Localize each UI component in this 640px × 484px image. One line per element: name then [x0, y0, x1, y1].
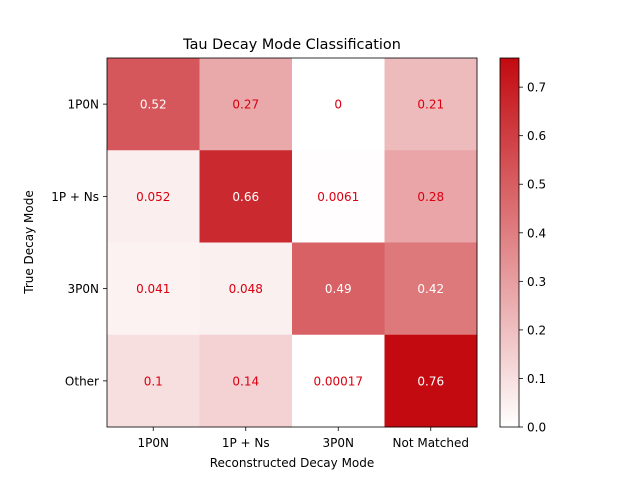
x-tick-label: 1P + Ns — [222, 436, 270, 450]
x-tick-label: Not Matched — [393, 436, 469, 450]
chart-title: Tau Decay Mode Classification — [182, 37, 401, 53]
heatmap-cell — [292, 58, 385, 151]
colorbar-tick-label: 0.4 — [527, 226, 546, 240]
colorbar-ticks: 0.0 0.1 0.2 0.3 0.4 0.5 0.6 0.7 — [519, 81, 546, 435]
x-tick-label: 1P0N — [138, 436, 169, 450]
heatmap-cell — [199, 242, 293, 336]
colorbar-tick-label: 0.3 — [527, 275, 546, 289]
colorbar — [499, 57, 520, 428]
heatmap-cell-labels: 0.52 0.27 0 0.21 0.052 0.66 0.0061 0.28 0.041 0.0… — [136, 98, 444, 389]
colorbar-tick-label: 0.6 — [527, 129, 546, 143]
heatmap-cell — [199, 150, 293, 243]
cell-value-label: 0.21 — [417, 98, 444, 112]
heatmap-cell — [292, 242, 385, 336]
heatmap-cell — [107, 150, 200, 243]
x-axis-label: Reconstructed Decay Mode — [210, 456, 375, 470]
heatmap-cells — [107, 58, 478, 428]
heatmap-cell — [292, 150, 385, 243]
heatmap-cell — [384, 58, 478, 151]
cell-value-label: 0.52 — [140, 98, 167, 112]
colorbar-tick-label: 0.1 — [527, 372, 546, 386]
y-axis-label: True Decay Mode — [22, 190, 36, 295]
heatmap-cell — [107, 334, 200, 428]
heatmap-cell — [199, 334, 293, 428]
heatmap-cell — [384, 334, 478, 428]
y-tick-label: 1P0N — [68, 98, 99, 112]
colorbar-tick-label: 0.7 — [527, 81, 546, 95]
plot-frame — [106, 57, 478, 428]
y-tick-label: Other — [65, 374, 99, 388]
heatmap-cell — [384, 150, 478, 243]
heatmap-cell — [107, 58, 200, 151]
x-tick-label: 3P0N — [323, 436, 354, 450]
cell-value-label: 0.052 — [136, 190, 170, 204]
heatmap-cell — [292, 334, 385, 428]
cell-value-label: 0.28 — [417, 190, 444, 204]
cell-value-label: 0.49 — [325, 282, 352, 296]
cell-value-label: 0.42 — [417, 282, 444, 296]
cell-value-label: 0 — [334, 98, 342, 112]
cell-value-label: 0.14 — [232, 374, 259, 388]
cell-value-label: 0.00017 — [313, 374, 363, 388]
colorbar-tick-label: 0.5 — [527, 178, 546, 192]
heatmap-cell — [384, 242, 478, 336]
x-axis-ticks: 1P0N 1P + Ns 3P0N Not Matched — [138, 427, 469, 450]
cell-value-label: 0.27 — [232, 98, 259, 112]
cell-value-label: 0.66 — [232, 190, 259, 204]
cell-value-label: 0.0061 — [317, 190, 359, 204]
heatmap-cell — [199, 58, 293, 151]
colorbar-tick-label: 0.2 — [527, 323, 546, 337]
y-tick-label: 3P0N — [68, 282, 99, 296]
y-tick-label: 1P + Ns — [51, 190, 99, 204]
cell-value-label: 0.1 — [144, 374, 163, 388]
cell-value-label: 0.76 — [417, 374, 444, 388]
heatmap-cell — [107, 242, 200, 336]
y-axis-ticks: 1P0N 1P + Ns 3P0N Other — [51, 98, 107, 388]
colorbar-tick-label: 0.0 — [527, 421, 546, 435]
cell-value-label: 0.048 — [229, 282, 263, 296]
cell-value-label: 0.041 — [136, 282, 170, 296]
